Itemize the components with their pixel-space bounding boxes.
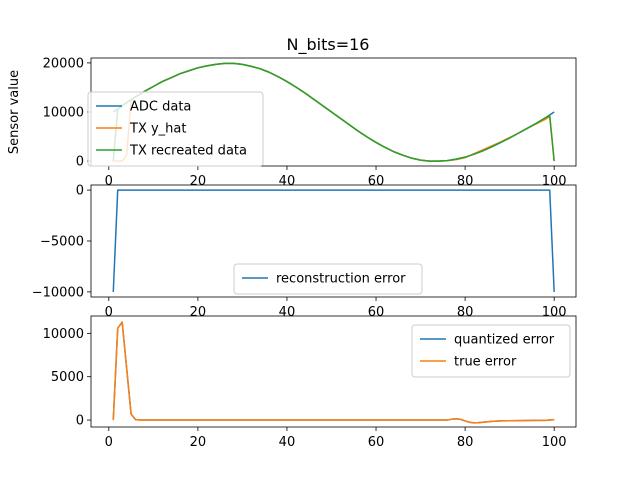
x-tick-label: 100 — [542, 435, 567, 450]
y-tick-label: 0 — [76, 155, 84, 170]
x-tick-label: 0 — [105, 435, 113, 450]
y-tick-label: 20000 — [43, 56, 84, 71]
x-tick-label: 100 — [542, 174, 567, 189]
subplot-sensor-value: 0 20 40 60 80 100 0 10000 20000 Sensor value ADC d… — [7, 56, 577, 189]
x-tick-label: 80 — [457, 305, 474, 320]
x-tick-label: 40 — [279, 435, 296, 450]
legend-entry: quantized error — [454, 333, 555, 348]
legend-box — [233, 263, 423, 295]
x-tick-label: 20 — [190, 435, 207, 450]
legend-entry: TX recreated data — [129, 144, 247, 159]
y-tick-label: −10000 — [32, 285, 84, 300]
legend-entry: reconstruction error — [276, 272, 406, 287]
legend-entry: ADC data — [130, 100, 191, 115]
legend-box — [87, 91, 264, 167]
axes-frame — [90, 315, 577, 428]
y-tick-label: 0 — [76, 414, 84, 429]
x-tick-label: 80 — [457, 435, 474, 450]
x-tick-label: 20 — [190, 305, 207, 320]
x-tick-label: 60 — [368, 174, 385, 189]
x-tick-label: 60 — [368, 435, 385, 450]
legend-entry: TX y_hat — [129, 122, 186, 137]
legend-box — [411, 324, 571, 378]
y-tick-label: 0 — [76, 184, 84, 199]
x-tick-label: 80 — [457, 174, 474, 189]
y-tick-label: 5000 — [51, 370, 84, 385]
legend: ADC data TX y_hat TX recreated data — [87, 91, 264, 167]
x-tick-label: 20 — [190, 174, 207, 189]
legend: reconstruction error — [233, 263, 423, 295]
series-line-tx-recreated-data — [112, 62, 555, 162]
y-tick-label: −5000 — [40, 235, 84, 250]
series-line-true-error — [112, 321, 555, 424]
subplot-error-comparison: 0 20 40 60 80 100 0 5000 10000 quantized error tru… — [43, 315, 577, 450]
x-tick-label: 60 — [368, 305, 385, 320]
y-tick-label: 10000 — [43, 327, 84, 342]
x-tick-label: 40 — [279, 305, 296, 320]
series-line-reconstruction-error — [112, 189, 555, 292]
legend-entry: true error — [454, 355, 517, 370]
y-tick-label: 10000 — [43, 106, 84, 121]
y-axis-label: Sensor value — [7, 70, 22, 154]
x-tick-label: 0 — [105, 305, 113, 320]
x-tick-label: 100 — [542, 305, 567, 320]
x-tick-label: 40 — [279, 174, 296, 189]
figure-title: N_bits=16 — [287, 35, 370, 55]
legend: quantized error true error — [411, 324, 571, 378]
x-tick-label: 0 — [105, 174, 113, 189]
